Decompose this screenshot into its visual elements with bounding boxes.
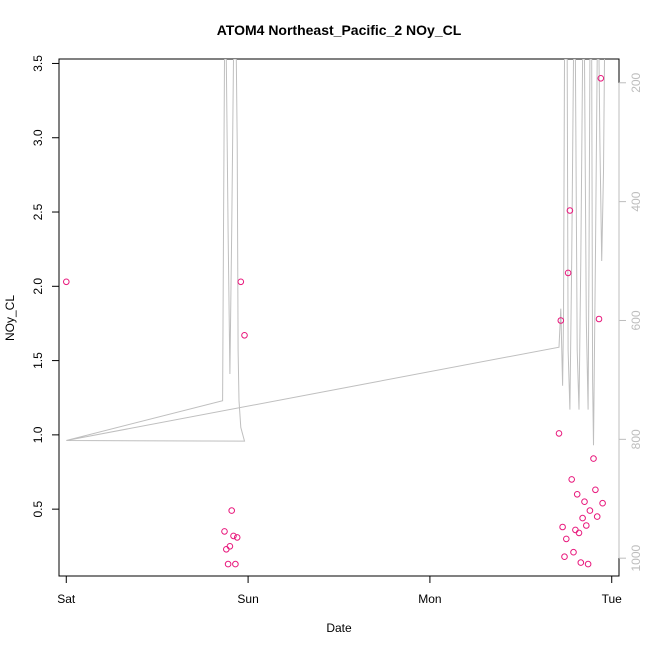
x-tick-label: Sat	[57, 592, 76, 606]
series-line-layer	[66, 59, 605, 446]
data-point	[597, 75, 605, 82]
data-point	[237, 278, 245, 286]
data-point	[583, 522, 590, 529]
series-line	[66, 59, 605, 446]
x-axis-label: Date	[326, 621, 352, 635]
y2-tick-label: 1000	[629, 545, 643, 572]
data-point	[584, 560, 592, 568]
data-point	[561, 553, 568, 561]
data-point	[572, 526, 579, 534]
data-point	[224, 560, 232, 568]
y2-tick-label: 400	[629, 191, 643, 211]
y-axis-left: 0.5 1.0 1.5 2.0 2.5 3.0 3.5	[31, 55, 60, 517]
data-point	[577, 559, 585, 566]
data-point	[241, 332, 248, 339]
x-axis: Sat Sun Mon Tue	[57, 575, 623, 606]
y-tick-label: 1.0	[31, 426, 45, 443]
data-point	[221, 528, 228, 535]
y2-tick-label: 800	[629, 429, 643, 449]
series-points-layer	[63, 75, 606, 568]
data-point	[586, 507, 594, 514]
y-tick-label: 2.0	[31, 278, 45, 295]
x-tick-label: Mon	[418, 592, 441, 606]
data-point	[557, 317, 565, 324]
x-tick-label: Sun	[237, 592, 258, 606]
y-axis-label: NOy_CL	[3, 295, 17, 341]
y-tick-label: 0.5	[31, 500, 45, 517]
data-point	[568, 476, 576, 483]
data-point	[233, 534, 241, 541]
data-point	[575, 529, 583, 537]
data-point	[232, 560, 239, 568]
chart-title: ATOM4 Northeast_Pacific_2 NOy_CL	[217, 22, 462, 38]
data-point	[226, 543, 234, 550]
x-tick-label: Tue	[602, 592, 623, 606]
data-point	[570, 548, 577, 556]
data-point	[579, 514, 586, 522]
y-tick-label: 2.5	[31, 203, 45, 220]
data-point	[599, 499, 606, 507]
data-point	[564, 269, 572, 277]
y-tick-label: 3.0	[31, 129, 45, 146]
data-point	[581, 498, 588, 506]
data-point	[590, 455, 597, 462]
data-point	[223, 546, 230, 553]
data-point	[63, 278, 70, 286]
data-point	[559, 523, 566, 531]
plot-border	[58, 58, 620, 577]
data-point	[230, 532, 237, 540]
y-axis-right: 200 400 600 800 1000	[618, 72, 643, 572]
y-tick-label: 1.5	[31, 352, 45, 369]
data-point	[592, 486, 599, 494]
data-point	[595, 315, 603, 323]
y2-tick-label: 600	[629, 310, 643, 330]
data-point	[228, 507, 235, 514]
data-point	[555, 430, 563, 437]
data-point	[566, 207, 574, 214]
data-point	[593, 513, 601, 520]
y-tick-label: 3.5	[31, 55, 45, 72]
y2-tick-label: 200	[629, 72, 643, 92]
data-point	[573, 491, 581, 498]
data-point	[563, 535, 570, 543]
